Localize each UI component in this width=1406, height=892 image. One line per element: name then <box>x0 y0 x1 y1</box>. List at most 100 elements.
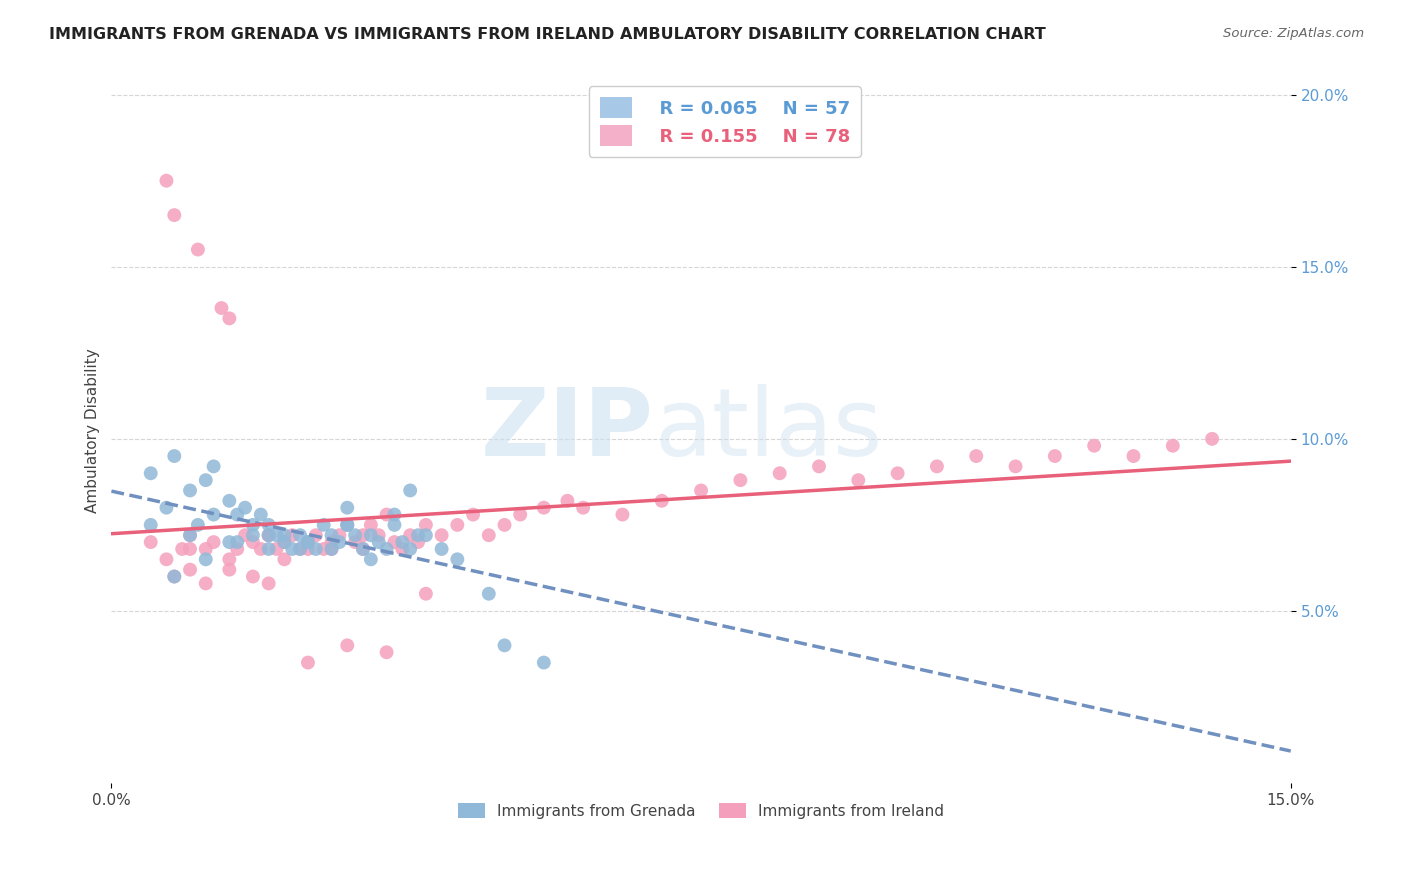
Point <box>273 535 295 549</box>
Point <box>139 535 162 549</box>
Point <box>273 552 295 566</box>
Point <box>218 493 240 508</box>
Point <box>886 467 908 481</box>
Point <box>730 473 752 487</box>
Point <box>384 535 406 549</box>
Point <box>494 639 516 653</box>
Point <box>257 517 280 532</box>
Point <box>769 467 792 481</box>
Point <box>202 508 225 522</box>
Point <box>257 528 280 542</box>
Point <box>257 528 280 542</box>
Point <box>273 535 295 549</box>
Point <box>179 483 201 498</box>
Point <box>391 535 413 549</box>
Point <box>218 552 240 566</box>
Point <box>273 528 295 542</box>
Point <box>533 656 555 670</box>
Point <box>352 541 374 556</box>
Point <box>202 535 225 549</box>
Point <box>509 508 531 522</box>
Point <box>257 541 280 556</box>
Point <box>288 541 311 556</box>
Point <box>391 541 413 556</box>
Point <box>288 528 311 542</box>
Point <box>533 500 555 515</box>
Point <box>281 541 304 556</box>
Point <box>179 528 201 542</box>
Point <box>446 517 468 532</box>
Point <box>297 656 319 670</box>
Point <box>179 563 201 577</box>
Point <box>163 208 186 222</box>
Point <box>406 535 429 549</box>
Point <box>242 535 264 549</box>
Point <box>226 541 249 556</box>
Point <box>430 528 453 542</box>
Point <box>399 528 422 542</box>
Point <box>415 528 437 542</box>
Point <box>478 528 501 542</box>
Point <box>218 535 240 549</box>
Point <box>336 517 359 532</box>
Point <box>494 517 516 532</box>
Point <box>415 517 437 532</box>
Point <box>612 508 634 522</box>
Point <box>446 552 468 566</box>
Point <box>367 535 389 549</box>
Point <box>360 517 382 532</box>
Point <box>415 587 437 601</box>
Point <box>155 174 177 188</box>
Point <box>305 528 328 542</box>
Point <box>249 508 271 522</box>
Point <box>557 493 579 508</box>
Point <box>1043 449 1066 463</box>
Point <box>266 541 288 556</box>
Point <box>257 576 280 591</box>
Point <box>375 508 398 522</box>
Point <box>336 639 359 653</box>
Point <box>336 517 359 532</box>
Point <box>155 552 177 566</box>
Point <box>155 500 177 515</box>
Point <box>430 541 453 556</box>
Point <box>367 528 389 542</box>
Text: atlas: atlas <box>654 384 882 476</box>
Point <box>297 535 319 549</box>
Point <box>344 528 367 542</box>
Point <box>1161 439 1184 453</box>
Point <box>194 541 217 556</box>
Text: Source: ZipAtlas.com: Source: ZipAtlas.com <box>1223 27 1364 40</box>
Point <box>249 541 271 556</box>
Text: ZIP: ZIP <box>481 384 654 476</box>
Point <box>328 535 350 549</box>
Point <box>360 552 382 566</box>
Point <box>139 467 162 481</box>
Point <box>202 459 225 474</box>
Point <box>336 517 359 532</box>
Point <box>218 563 240 577</box>
Legend: Immigrants from Grenada, Immigrants from Ireland: Immigrants from Grenada, Immigrants from… <box>451 797 950 825</box>
Point <box>194 473 217 487</box>
Point <box>242 517 264 532</box>
Point <box>312 517 335 532</box>
Point <box>328 528 350 542</box>
Point <box>139 517 162 532</box>
Point <box>375 541 398 556</box>
Point <box>305 541 328 556</box>
Point <box>846 473 869 487</box>
Point <box>288 541 311 556</box>
Point <box>321 528 343 542</box>
Point <box>344 535 367 549</box>
Point <box>808 459 831 474</box>
Point <box>1201 432 1223 446</box>
Point <box>194 576 217 591</box>
Point <box>375 645 398 659</box>
Point <box>179 528 201 542</box>
Text: IMMIGRANTS FROM GRENADA VS IMMIGRANTS FROM IRELAND AMBULATORY DISABILITY CORRELA: IMMIGRANTS FROM GRENADA VS IMMIGRANTS FR… <box>49 27 1046 42</box>
Point <box>163 569 186 583</box>
Point <box>226 535 249 549</box>
Point <box>218 311 240 326</box>
Point <box>399 541 422 556</box>
Y-axis label: Ambulatory Disability: Ambulatory Disability <box>86 348 100 513</box>
